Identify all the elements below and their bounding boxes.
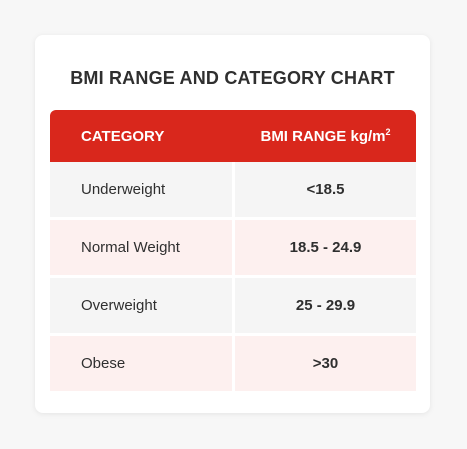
table-row: Normal Weight 18.5 - 24.9 [50, 220, 416, 275]
bmi-chart-card: BMI RANGE AND CATEGORY CHART CATEGORY BM… [35, 35, 430, 413]
bmi-table: CATEGORY BMI RANGE kg/m2 Underweight <18… [50, 110, 416, 391]
row-range: <18.5 [235, 162, 416, 217]
header-bmi-range-text: BMI RANGE kg/m [260, 127, 386, 145]
header-superscript: 2 [385, 126, 391, 137]
row-category: Overweight [50, 278, 232, 333]
chart-title: BMI RANGE AND CATEGORY CHART [70, 68, 395, 88]
row-category: Normal Weight [50, 220, 232, 275]
table-header: CATEGORY BMI RANGE kg/m2 [50, 110, 416, 162]
table-row: Obese >30 [50, 336, 416, 391]
row-range: >30 [235, 336, 416, 391]
row-category: Obese [50, 336, 232, 391]
header-bmi-range: BMI RANGE kg/m2 [235, 126, 416, 145]
row-range: 25 - 29.9 [235, 278, 416, 333]
table-row: Underweight <18.5 [50, 162, 416, 217]
header-category: CATEGORY [81, 127, 165, 145]
table-row: Overweight 25 - 29.9 [50, 278, 416, 333]
row-category: Underweight [50, 162, 232, 217]
row-range: 18.5 - 24.9 [235, 220, 416, 275]
